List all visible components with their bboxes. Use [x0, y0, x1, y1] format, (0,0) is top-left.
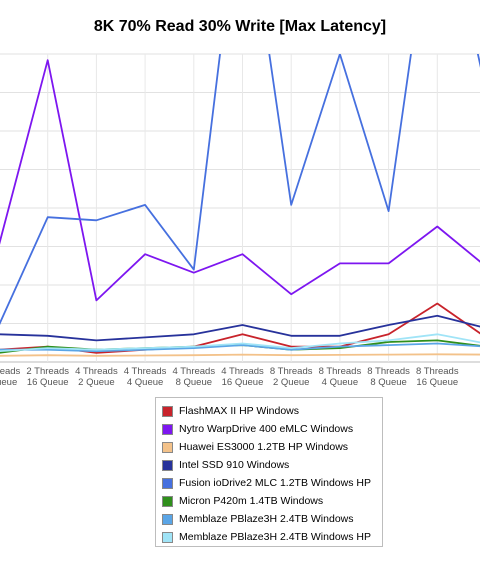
legend-swatch — [162, 495, 173, 507]
x-tick-label: 4 Queue — [127, 377, 163, 388]
x-tick-label: 2 Queue — [78, 377, 114, 388]
series-line-3 — [0, 353, 480, 357]
legend-swatch — [162, 441, 173, 453]
series-line-4 — [0, 314, 480, 342]
x-tick-label: 8 Threads — [319, 366, 362, 377]
series-line-7 — [0, 342, 480, 353]
series-line-8 — [0, 333, 480, 353]
x-tick-label: 2 Threads — [26, 366, 69, 377]
legend-swatch — [162, 459, 173, 471]
legend-label: Intel SSD 910 Windows — [179, 459, 290, 471]
x-tick-label: 8 Queue — [370, 377, 406, 388]
legend-item: FlashMAX II HP Windows — [162, 402, 382, 420]
legend-label: Huawei ES3000 1.2TB HP Windows — [179, 441, 349, 453]
legend-swatch — [162, 405, 173, 417]
legend-label: FlashMAX II HP Windows — [179, 405, 300, 417]
x-tick-label: 4 Threads — [221, 366, 264, 377]
legend-label: Nytro WarpDrive 400 eMLC Windows — [179, 423, 354, 435]
legend-swatch — [162, 423, 173, 435]
series-line-2 — [0, 59, 480, 302]
x-tick-label: 16 Queue — [27, 377, 69, 388]
legend-label: Fusion ioDrive2 MLC 1.2TB Windows HP — [179, 477, 371, 489]
legend-item: Nytro WarpDrive 400 eMLC Windows — [162, 420, 382, 438]
x-tick-label: 4 Threads — [0, 366, 21, 377]
x-tick-label: 2 Queue — [0, 377, 17, 388]
x-tick-label: 8 Threads — [367, 366, 410, 377]
legend-item: Micron P420m 1.4TB Windows — [162, 492, 382, 510]
legend-label: Memblaze PBlaze3H 2.4TB Windows — [179, 513, 354, 525]
legend-swatch — [162, 513, 173, 525]
legend-label: Memblaze PBlaze3H 2.4TB Windows HP — [179, 531, 371, 543]
x-tick-label: 4 Threads — [75, 366, 118, 377]
grid-lines — [0, 53, 480, 363]
legend-item: Intel SSD 910 Windows — [162, 456, 382, 474]
x-tick-label: 16 Queue — [222, 377, 264, 388]
chart-title: 8K 70% Read 30% Write [Max Latency] — [93, 18, 387, 35]
legend-item: Fusion ioDrive2 MLC 1.2TB Windows HP — [162, 474, 382, 492]
x-tick-label: 16 Queue — [416, 377, 458, 388]
legend-swatch — [162, 477, 173, 489]
x-tick-label: 8 Queue — [176, 377, 212, 388]
legend-item: Huawei ES3000 1.2TB HP Windows — [162, 438, 382, 456]
x-tick-label: 4 Queue — [322, 377, 358, 388]
legend-label: Micron P420m 1.4TB Windows — [179, 495, 324, 507]
series-line-5 — [0, 54, 480, 325]
x-tick-label: 8 Threads — [270, 366, 313, 377]
x-tick-label: 2 Queue — [273, 377, 309, 388]
x-tick-label: 4 Threads — [172, 366, 215, 377]
chart-legend: FlashMAX II HP Windows Nytro WarpDrive 40… — [155, 397, 383, 547]
x-tick-label: 4 Threads — [124, 366, 167, 377]
x-tick-label: 8 Threads — [416, 366, 459, 377]
legend-item: Memblaze PBlaze3H 2.4TB Windows HP — [162, 528, 382, 546]
legend-item: Memblaze PBlaze3H 2.4TB Windows — [162, 510, 382, 528]
series-lines — [0, 54, 480, 357]
legend-swatch — [162, 531, 173, 543]
